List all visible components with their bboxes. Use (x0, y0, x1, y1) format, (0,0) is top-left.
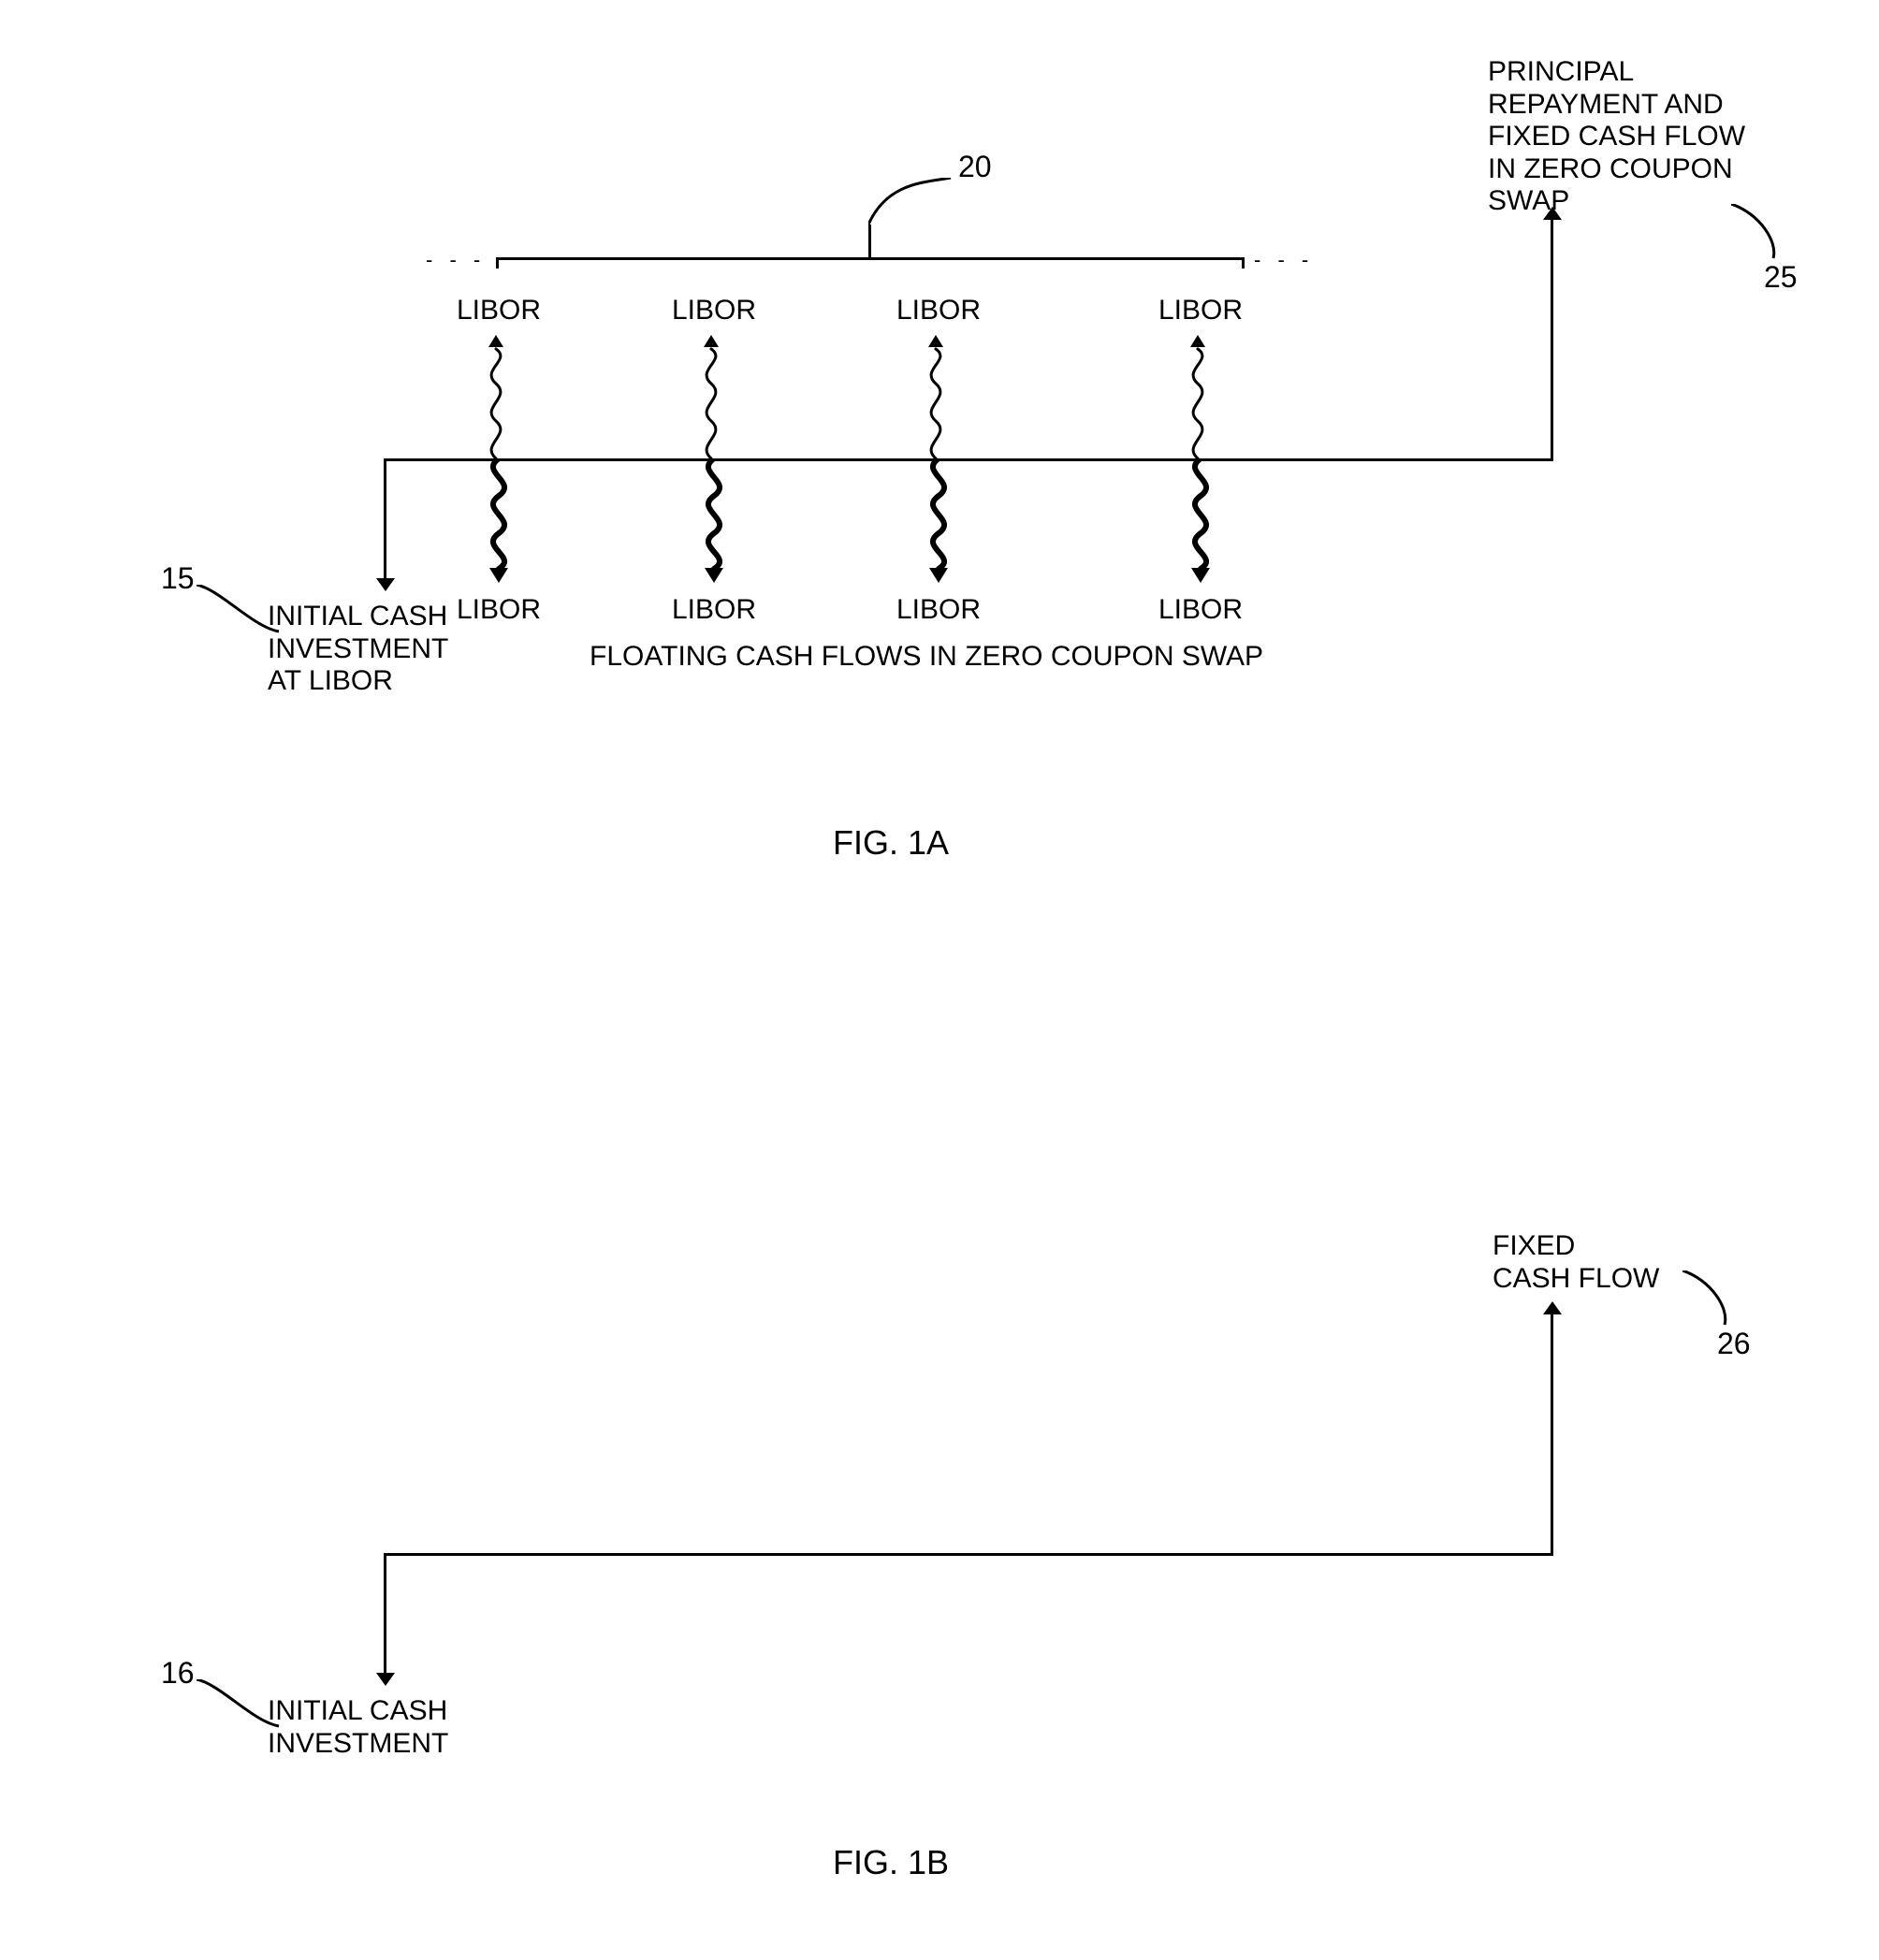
ref-26: 26 (1717, 1327, 1751, 1361)
ref16-curve (197, 1679, 281, 1731)
diagram-1b: INITIAL CASH INVESTMENT 16 FIXED CASH FL… (56, 56, 1815, 1899)
figure-container: LIBOR LIBOR LIBOR LIBOR (56, 56, 1815, 1899)
ref26-curve (1682, 1270, 1757, 1327)
ref-16: 16 (161, 1656, 195, 1691)
initial-arrow-1b (384, 1553, 386, 1675)
fixed-arrow-1b (1551, 1313, 1553, 1556)
fixed-label-1b: FIXED CASH FLOW (1493, 1230, 1659, 1295)
timeline-1b (384, 1553, 1553, 1556)
fig-1b-caption: FIG. 1B (833, 1843, 949, 1881)
initial-label-1b: INITIAL CASH INVESTMENT (268, 1695, 448, 1760)
